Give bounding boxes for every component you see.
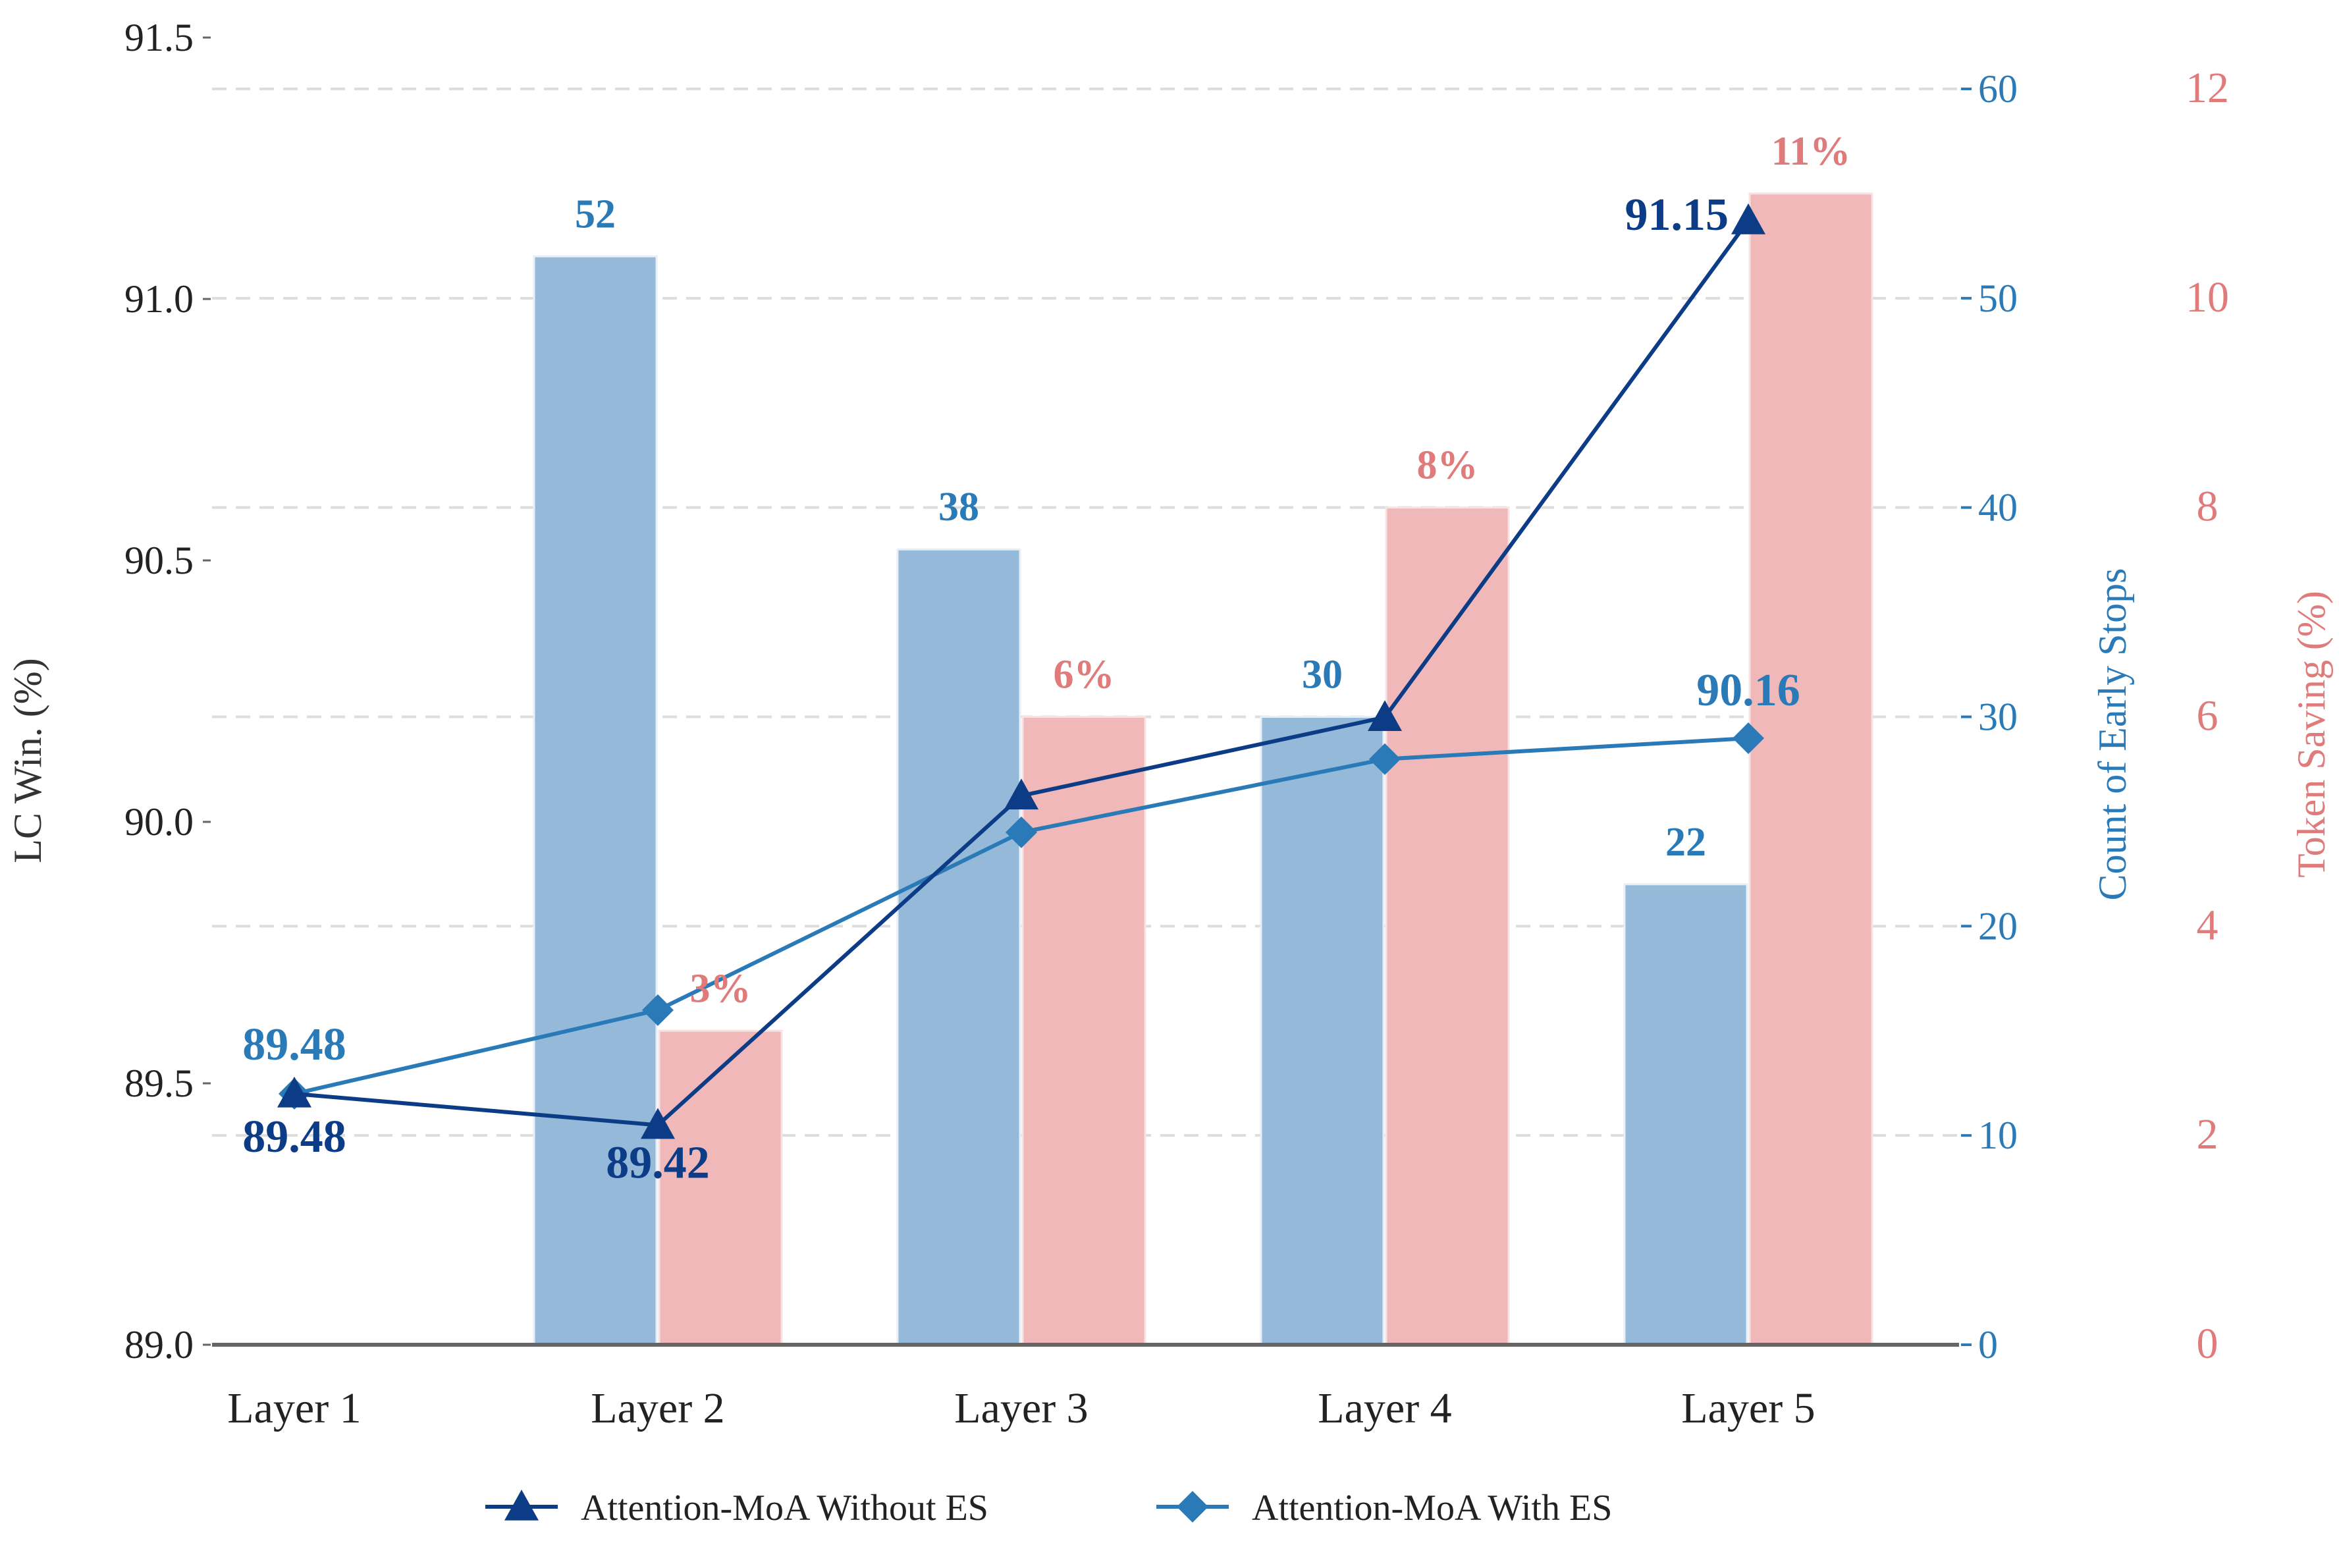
- diamond-marker: [1733, 722, 1764, 754]
- left-tick-label: 90.5: [124, 539, 194, 582]
- series-line: [294, 219, 1750, 1127]
- data-labels: 52 38 30 22 3% 6% 8% 11% 89.48 89.42 91.15 89.48 90.…: [242, 129, 1850, 1189]
- triangle-marker: [641, 1108, 675, 1139]
- triangle-marker: [504, 1490, 539, 1521]
- count-bar-label: 52: [575, 192, 616, 236]
- right-2-tick-label: 10: [2186, 273, 2229, 321]
- bars: [533, 192, 1873, 1346]
- diamond-marker: [1369, 743, 1401, 775]
- triangle-marker: [277, 1076, 311, 1108]
- right-2-tick-label: 8: [2197, 483, 2218, 531]
- diamond-marker: [1006, 816, 1037, 848]
- category-label: Layer 2: [591, 1384, 724, 1432]
- point-label: 89.48: [242, 1112, 346, 1162]
- saving-bar-label: 11%: [1771, 129, 1851, 174]
- right-2-tick-label: 2: [2197, 1110, 2218, 1158]
- point-label: 91.15: [1625, 190, 1729, 240]
- category-label: Layer 3: [954, 1384, 1088, 1432]
- count-bar: [1260, 716, 1385, 1346]
- right-1-tick-label: 10: [1978, 1114, 2018, 1157]
- right-1-tick-label: 50: [1978, 277, 2018, 320]
- left-tick-label: 89.5: [124, 1062, 194, 1105]
- right-2-tick-label: 0: [2197, 1320, 2218, 1368]
- saving-bar: [1748, 192, 1873, 1346]
- point-label: 90.16: [1696, 665, 1800, 716]
- point-label: 89.48: [242, 1019, 346, 1070]
- category-label: Layer 5: [1681, 1384, 1815, 1432]
- count-bar-label: 30: [1302, 653, 1343, 697]
- right-2-tick-label: 4: [2197, 901, 2218, 949]
- category-label: Layer 1: [227, 1384, 361, 1432]
- right-1-tick-label: 20: [1978, 904, 2018, 948]
- left-tick-label: 90.0: [124, 800, 194, 844]
- right-axis-2-label: Token Saving (%): [2290, 591, 2333, 878]
- right-axis-1-label: Count of Early Stops: [2091, 568, 2134, 901]
- left-tick-label: 91.5: [124, 16, 194, 59]
- left-axis-label: LC Win. (%): [6, 658, 49, 863]
- saving-bar-label: 6%: [1054, 653, 1115, 697]
- legend-label: Attention-MoA With ES: [1252, 1488, 1612, 1528]
- triangle-marker: [1004, 778, 1038, 810]
- point-label: 89.42: [606, 1138, 710, 1189]
- right-1-tick-label: 0: [1978, 1323, 1998, 1366]
- category-label: Layer 4: [1318, 1384, 1451, 1432]
- legend-label: Attention-MoA Without ES: [581, 1488, 988, 1528]
- count-bar: [896, 548, 1021, 1346]
- axes: 89.0 89.5 90.0 90.5 91.0 91.5 0 10 20 30 40 50 60 0 2 4…: [124, 16, 2229, 1432]
- triangle-marker: [1368, 700, 1402, 731]
- left-tick-label: 91.0: [124, 277, 194, 321]
- count-bar: [533, 255, 658, 1346]
- diamond-marker: [642, 994, 674, 1026]
- left-tick-label: 89.0: [124, 1323, 194, 1366]
- diamond-marker: [1177, 1491, 1208, 1523]
- right-2-tick-label: 12: [2186, 64, 2229, 112]
- saving-bar-label: 3%: [690, 966, 751, 1011]
- triangle-marker: [1731, 203, 1765, 234]
- right-2-tick-label: 6: [2197, 692, 2218, 740]
- right-1-tick-label: 30: [1978, 695, 2018, 739]
- count-bar-label: 38: [938, 485, 979, 529]
- right-1-tick-label: 60: [1978, 67, 2018, 111]
- saving-bar: [1385, 506, 1510, 1346]
- count-bar: [1623, 883, 1748, 1346]
- legend: Attention-MoA Without ES Attention-MoA Wi…: [485, 1488, 1612, 1528]
- count-bar-label: 22: [1665, 820, 1706, 865]
- series-lines: [277, 203, 1765, 1139]
- saving-bar-label: 8%: [1417, 443, 1478, 488]
- right-1-tick-label: 40: [1978, 486, 2018, 529]
